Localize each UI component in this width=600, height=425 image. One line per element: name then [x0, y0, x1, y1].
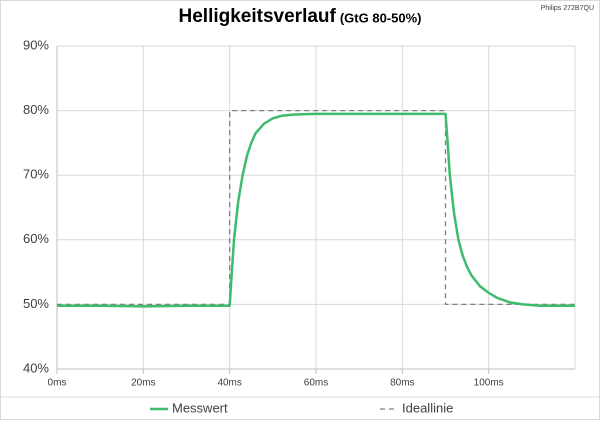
y-tick-label: 50% [23, 296, 49, 311]
y-tick-label: 70% [23, 167, 49, 182]
y-tick-label: 80% [23, 102, 49, 117]
chart-subtitle: (GtG 80-50%) [340, 10, 422, 25]
series-line [57, 112, 575, 308]
x-tick-label: 80ms [390, 378, 414, 389]
y-tick-label: 60% [23, 231, 49, 246]
y-tick-label: 90% [23, 37, 49, 52]
annotation: Philips 272B7QU [541, 5, 594, 12]
x-tick-label: 100ms [474, 378, 504, 389]
x-tick-label: 0ms [48, 378, 67, 389]
x-tick-label: 40ms [217, 378, 241, 389]
x-tick-label: 20ms [131, 378, 155, 389]
y-tick-label: 40% [23, 360, 49, 375]
chart-title: Helligkeitsverlauf [179, 6, 337, 27]
legend-label: Messwert [172, 400, 228, 415]
legend-label: Ideallinie [402, 400, 453, 415]
x-tick-label: 60ms [304, 378, 328, 389]
